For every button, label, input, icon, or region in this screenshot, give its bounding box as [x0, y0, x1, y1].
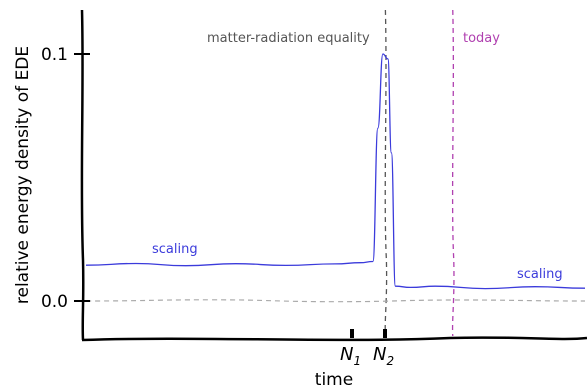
- ede-energy-density-line: [85, 53, 586, 290]
- x-tick-label-n2: N2: [373, 344, 394, 368]
- x-tick-label-n1: N1: [340, 344, 361, 368]
- vline-matter-radiation-equality: [384, 9, 388, 337]
- vline-today: [451, 9, 455, 337]
- x-axis-label: time: [315, 370, 353, 389]
- annotation-matter-radiation-equality: matter-radiation equality: [207, 31, 370, 46]
- annotation-scaling-right: scaling: [517, 267, 563, 282]
- annotation-today: today: [463, 31, 500, 46]
- y-tick-label-0.1: 0.1: [41, 45, 68, 65]
- y-axis-label: relative energy density of EDE: [13, 46, 33, 304]
- plot-area: [85, 9, 586, 337]
- y-tick-label-0.0: 0.0: [41, 292, 68, 312]
- y-axis: [80, 9, 85, 341]
- x-axis: [81, 336, 587, 342]
- zero-baseline-line: [85, 299, 586, 303]
- annotation-scaling-left: scaling: [152, 242, 198, 257]
